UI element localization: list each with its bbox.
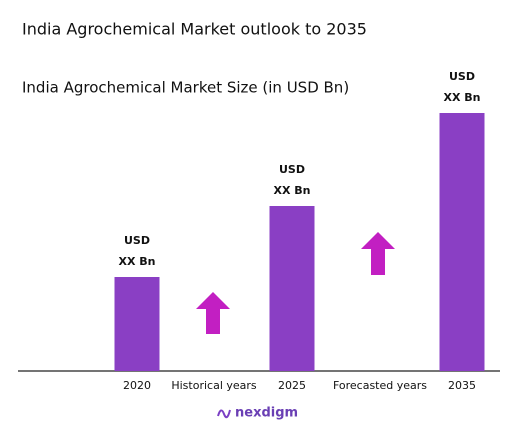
annotation: Forecasted years <box>333 379 427 392</box>
value-label: XX Bn <box>443 91 480 104</box>
logo: nexdigm <box>235 406 298 421</box>
chart-subtitle: India Agrochemical Market Size (in USD B… <box>22 79 349 97</box>
arrow <box>361 232 395 275</box>
value-label: USD <box>449 70 475 83</box>
annotation: Historical years <box>171 379 257 392</box>
value-label: USD <box>124 234 150 247</box>
x-tick-label: 2025 <box>278 379 306 392</box>
x-tick-label: 2020 <box>123 379 151 392</box>
value-label: USD <box>279 163 305 176</box>
bar <box>269 206 315 371</box>
arrow <box>196 292 230 334</box>
chart-title: India Agrochemical Market outlook to 203… <box>22 20 367 39</box>
value-label: XX Bn <box>118 255 155 268</box>
x-tick-label: 2035 <box>448 379 476 392</box>
value-label: XX Bn <box>273 184 310 197</box>
logo-mark <box>217 409 231 419</box>
bar <box>439 113 485 371</box>
bar <box>114 277 160 371</box>
